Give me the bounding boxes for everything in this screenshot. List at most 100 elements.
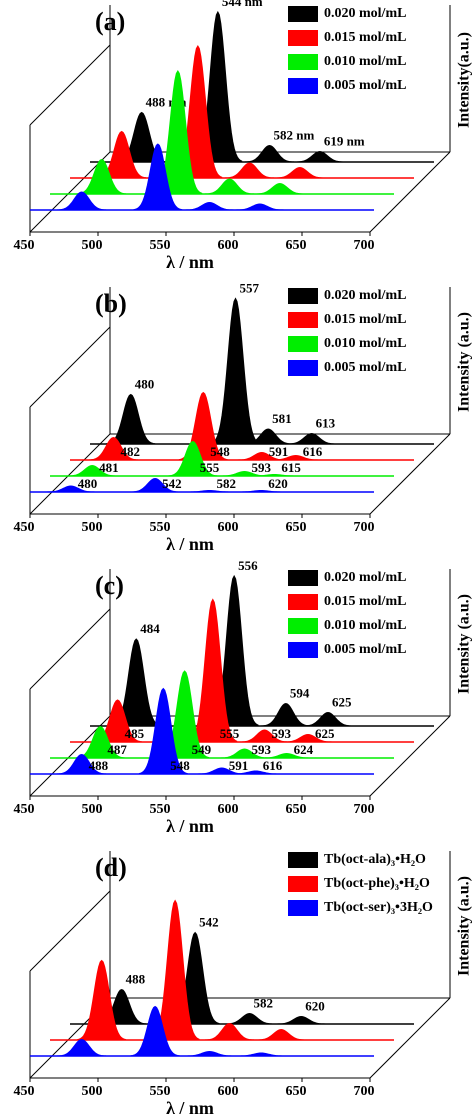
peak: [67, 464, 117, 477]
x-tick-label: 700: [354, 520, 375, 535]
peak-label: 544 nm: [222, 0, 263, 9]
peak-label: 594: [290, 685, 310, 700]
legend-swatch: [288, 312, 318, 328]
y-axis-title: Intensity(a.u.): [456, 32, 473, 128]
peak: [57, 1038, 107, 1057]
peak-label: 593: [251, 460, 271, 475]
peak-label: 591: [269, 444, 289, 459]
peak: [205, 178, 254, 195]
legend-label: 0.005 mol/mL: [324, 642, 406, 657]
x-axis-title: λ / nm: [166, 534, 214, 554]
panel-label: (b): [95, 289, 127, 318]
x-tick-label: 550: [150, 520, 171, 535]
legend-swatch: [288, 336, 318, 352]
peak-label: 485: [125, 726, 145, 741]
legend-label: 0.015 mol/mL: [324, 312, 406, 327]
peak: [77, 158, 127, 195]
peak: [138, 687, 188, 775]
peak-label: 615: [281, 460, 301, 475]
y-axis-title: Intensity (a.u.): [456, 876, 473, 976]
peak: [249, 473, 299, 477]
peak-label: 482: [121, 444, 140, 459]
peak: [256, 1028, 306, 1041]
peak: [262, 752, 312, 759]
peak: [77, 959, 127, 1041]
x-axis-title: λ / nm: [166, 252, 214, 272]
peak: [243, 428, 293, 445]
peak: [295, 150, 345, 163]
peak: [130, 477, 180, 493]
peak-label: 555: [200, 460, 220, 475]
legend-swatch: [288, 288, 318, 304]
legend-label: 0.010 mol/mL: [324, 54, 406, 69]
x-tick-label: 500: [82, 1084, 103, 1099]
y-axis-title: Intensity (a.u.): [456, 312, 473, 412]
peak-label: 484: [140, 621, 160, 636]
frame-line: [29, 890, 111, 972]
peak: [303, 711, 353, 727]
peak: [168, 440, 218, 477]
peak-label: 480: [78, 476, 98, 491]
legend-label: Tb(oct-ala)₃•H₂O: [324, 852, 426, 867]
peak: [236, 1052, 286, 1057]
peak-label: 582: [217, 476, 237, 491]
peak: [276, 1015, 326, 1025]
legend-label: 0.020 mol/mL: [324, 288, 406, 303]
x-tick-label: 450: [14, 802, 35, 817]
legend-swatch: [288, 876, 318, 892]
legend-swatch: [288, 852, 318, 868]
x-tick-label: 500: [82, 520, 103, 535]
legend-label: 0.020 mol/mL: [324, 6, 406, 21]
x-axis-title: λ / nm: [166, 1098, 214, 1118]
peak: [46, 485, 96, 493]
peak: [106, 393, 156, 445]
legend-swatch: [288, 54, 318, 70]
peak: [185, 201, 234, 211]
peak: [240, 729, 289, 743]
peak: [231, 770, 281, 775]
peak-label: 582 nm: [274, 127, 315, 142]
peak-label: 487: [107, 742, 127, 757]
legend-swatch: [288, 78, 318, 94]
legend-swatch: [288, 618, 318, 634]
x-tick-label: 700: [354, 238, 375, 253]
peak-label: 542: [162, 476, 182, 491]
legend-swatch: [288, 594, 318, 610]
peak-label: 616: [263, 758, 283, 773]
peak: [225, 162, 274, 179]
x-tick-label: 600: [218, 238, 239, 253]
x-tick-label: 650: [286, 238, 307, 253]
legend-label: 0.005 mol/mL: [324, 78, 406, 93]
peak-label: 593: [251, 742, 271, 757]
x-tick-label: 450: [14, 520, 35, 535]
x-tick-label: 600: [218, 1084, 239, 1099]
peak: [261, 702, 311, 727]
x-tick-label: 550: [150, 1084, 171, 1099]
frame-line: [29, 433, 111, 515]
peak-label: 556: [238, 558, 258, 573]
x-tick-label: 500: [82, 802, 103, 817]
x-tick-label: 600: [218, 802, 239, 817]
peak-label: 481: [99, 460, 119, 475]
peak-label: 488: [89, 758, 109, 773]
peak-label: 480: [135, 376, 155, 391]
frame-line: [369, 715, 451, 797]
peak-label: 613: [316, 415, 336, 430]
x-tick-label: 600: [218, 520, 239, 535]
legend-swatch: [288, 570, 318, 586]
peak: [185, 1050, 234, 1057]
peak-label: 619 nm: [324, 133, 365, 148]
peak: [211, 297, 260, 445]
peak-label: 488: [126, 971, 146, 986]
legend-label: 0.015 mol/mL: [324, 30, 406, 45]
x-tick-label: 650: [286, 520, 307, 535]
peak: [283, 733, 333, 743]
legend-label: 0.005 mol/mL: [324, 360, 406, 375]
peak-label: 616: [303, 444, 323, 459]
frame-line: [29, 326, 111, 408]
legend-swatch: [288, 360, 318, 376]
legend-label: 0.010 mol/mL: [324, 336, 406, 351]
peak-label: 582: [254, 995, 274, 1010]
x-tick-label: 550: [150, 802, 171, 817]
